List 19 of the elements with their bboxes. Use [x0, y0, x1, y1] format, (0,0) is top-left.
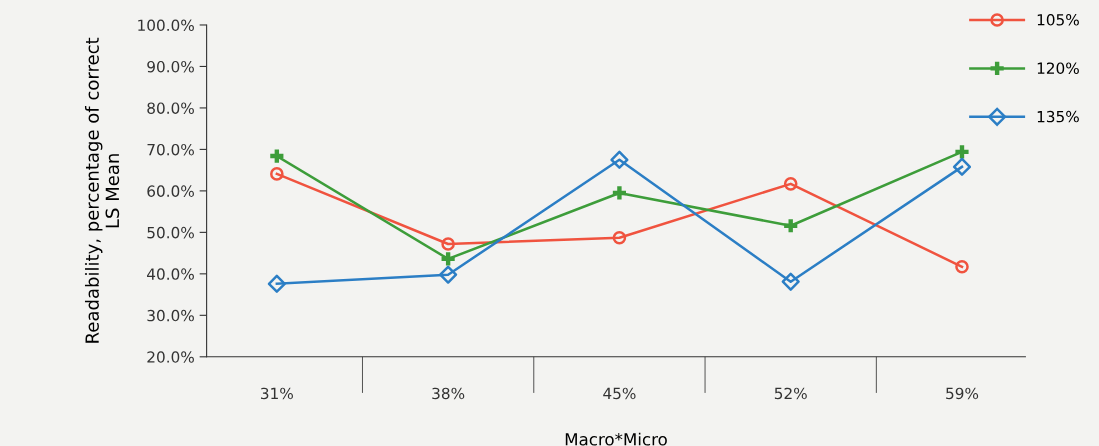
y-tick-label: 30.0% [147, 309, 194, 322]
y-tick-label: 20.0% [147, 351, 194, 363]
y-axis-title: Readability, percentage of correct LS Mean [84, 37, 120, 343]
x-axis-title: Macro*Micro [565, 432, 667, 446]
x-tick-label: 38% [432, 387, 465, 400]
y-tick-label: 60.0% [147, 185, 194, 197]
y-tick-label: 70.0% [147, 143, 194, 156]
legend-label: 105% [1037, 14, 1079, 26]
x-tick-label: 52% [774, 387, 807, 400]
x-tick-label: 31% [261, 387, 293, 400]
x-tick-label: 59% [946, 387, 979, 400]
legend-label: 135% [1037, 110, 1079, 123]
y-tick-label: 100.0% [138, 19, 194, 31]
y-tick-label: 90.0% [147, 60, 194, 73]
legend-label: 120% [1037, 62, 1079, 74]
y-tick-label: 80.0% [147, 102, 194, 114]
y-tick-label: 40.0% [147, 268, 194, 280]
y-tick-label: 50.0% [147, 226, 194, 239]
x-tick-label: 45% [603, 387, 636, 400]
